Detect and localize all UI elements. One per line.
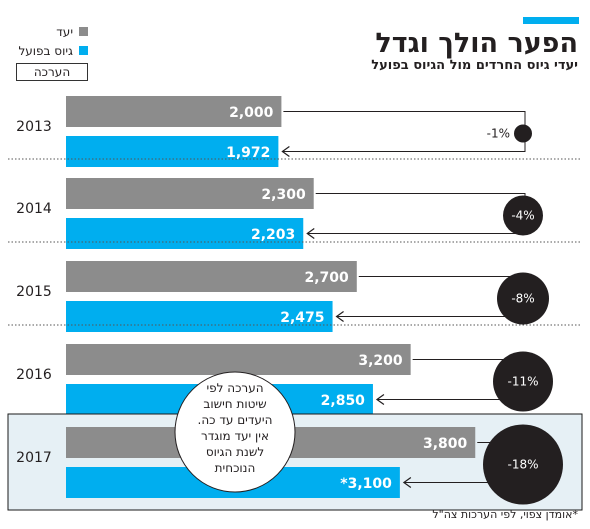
note-line: שיטות חישוב (203, 397, 266, 411)
bar-label-actual-2017: *3,100 (340, 476, 392, 492)
gap-label-2017: -18% (507, 458, 538, 472)
bar-label-target-2016: 3,200 (358, 353, 403, 369)
legend-item-target: יעד (8, 22, 88, 41)
gap-circle-2014 (503, 195, 543, 236)
gap-label-2013: -1% (487, 127, 510, 141)
bar-target-2015 (66, 261, 357, 292)
gap-circle-2013 (514, 124, 532, 143)
bar-label-actual-2014: 2,203 (251, 227, 295, 243)
bar-actual-2013 (66, 136, 279, 167)
bar-label-target-2017: 3,800 (423, 436, 468, 452)
legend-swatch-actual (79, 46, 88, 55)
note-line: הנוכחית (215, 461, 256, 475)
bar-label-target-2013: 2,000 (229, 105, 274, 121)
gap-circle-2015 (497, 272, 549, 325)
bar-label-actual-2016: 2,850 (321, 393, 366, 409)
category-label-2016: 2016 (16, 367, 52, 383)
note-line: הערכה לפי (206, 381, 263, 395)
category-label-2013: 2013 (16, 119, 52, 135)
bar-label-actual-2013: 1,972 (226, 145, 270, 161)
arrowhead-2015 (335, 311, 344, 322)
note-line: אין יעד מוגדר (201, 429, 269, 443)
gap-circle-2016 (493, 351, 553, 412)
legend-item-actual: גיוס בפועל (8, 41, 88, 60)
category-label-2017: 2017 (16, 450, 52, 466)
bar-target-2013 (66, 96, 282, 127)
note-line: היעדים עד כה. (198, 413, 273, 427)
bar-actual-2015 (66, 301, 333, 332)
arrowhead-2017 (402, 477, 412, 488)
chart-title: הפער הולך וגדל (375, 28, 578, 59)
note-bubble (174, 371, 296, 493)
bar-actual-2014 (66, 218, 304, 249)
chart-subtitle: יעדי גיוס החרדים מול הגיוס בפועל (371, 58, 578, 73)
gap-label-2015: -8% (511, 292, 534, 306)
bar-target-2014 (66, 178, 314, 209)
legend: יעד גיוס בפועל הערכה (8, 22, 88, 81)
bar-label-target-2015: 2,700 (304, 270, 349, 286)
bar-label-target-2014: 2,300 (261, 187, 306, 203)
footnote: *אומדן צפוי, לפי הערכות צה"ל (432, 508, 578, 521)
accent-bar (523, 17, 579, 24)
gap-circle-2017 (483, 424, 563, 505)
gap-label-2016: -11% (507, 375, 538, 389)
category-label-2014: 2014 (16, 201, 52, 217)
legend-label-target: יעד (56, 24, 73, 39)
connector-line-2015 (336, 276, 526, 317)
arrowhead-2014 (306, 228, 315, 239)
legend-swatch-target (79, 27, 88, 36)
gap-label-2014: -4% (511, 209, 534, 223)
arrowhead-2013 (281, 146, 290, 157)
connector-line-2014 (307, 193, 526, 234)
bar-label-actual-2015: 2,475 (280, 310, 324, 326)
note-line: לשנת הגיוס (206, 445, 264, 459)
bar-target-2016 (66, 344, 411, 375)
legend-estimate-box: הערכה (16, 63, 88, 81)
category-label-2015: 2015 (16, 284, 52, 300)
arrowhead-2016 (375, 394, 385, 405)
legend-label-actual: גיוס בפועל (18, 43, 73, 58)
